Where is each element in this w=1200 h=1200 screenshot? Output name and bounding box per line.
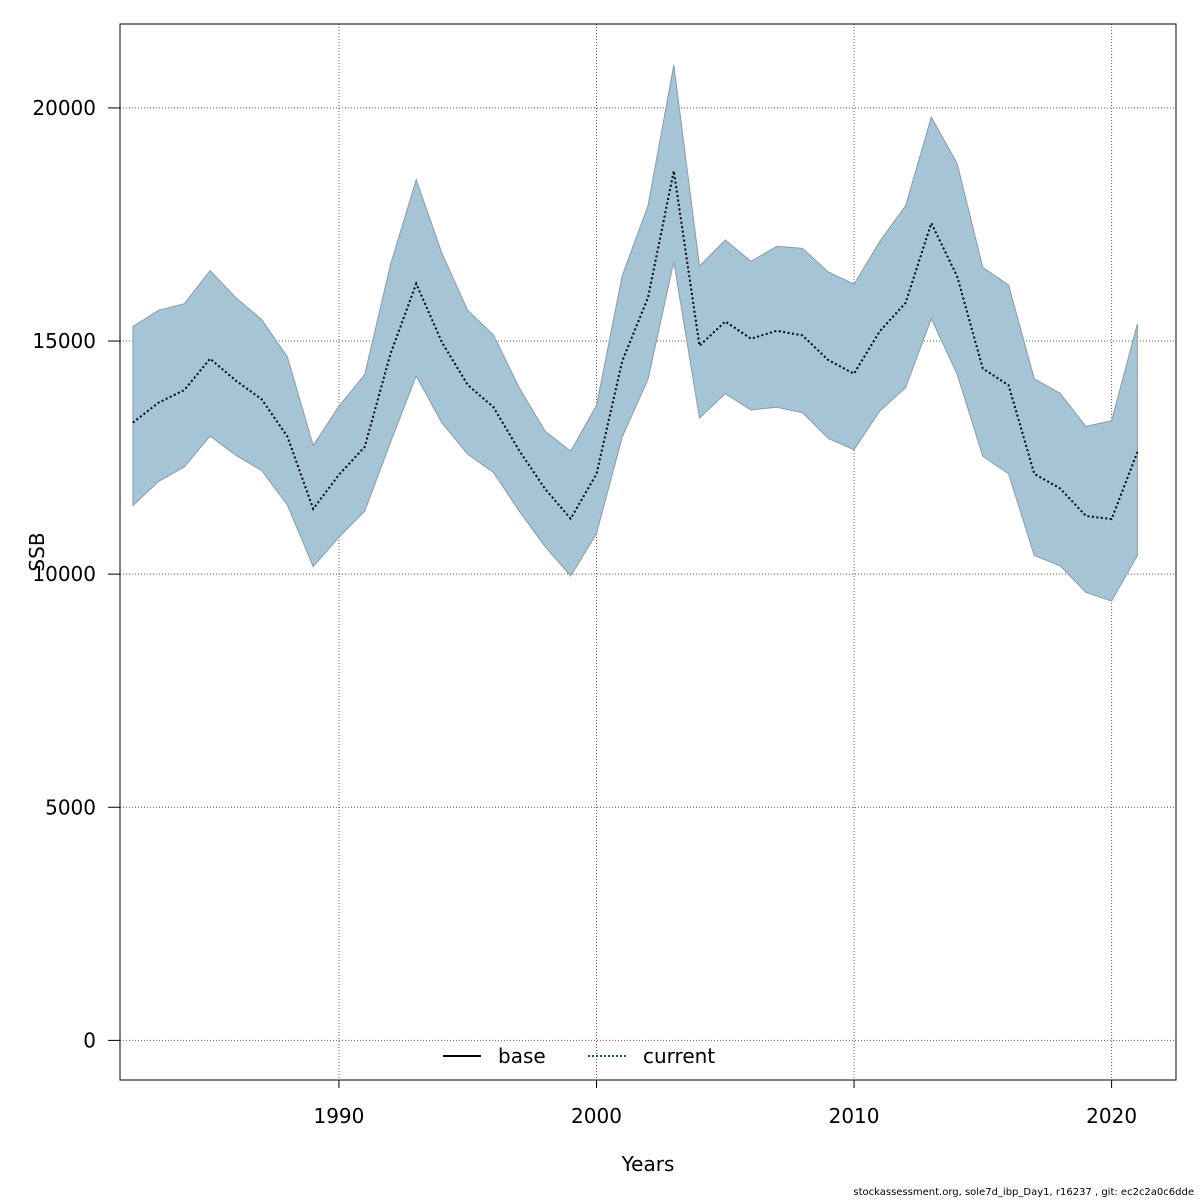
plot-frame <box>119 23 1177 1081</box>
y-tick-label: 20000 <box>32 96 96 120</box>
x-tick-label: 2000 <box>571 1104 622 1128</box>
legend: base current <box>443 1044 715 1068</box>
y-tick-label: 15000 <box>32 329 96 353</box>
x-axis: 1990 2000 2010 2020 <box>313 1080 1137 1128</box>
x-tick-label: 1990 <box>313 1104 364 1128</box>
x-tick-label: 2020 <box>1086 1104 1137 1128</box>
legend-label-current: current <box>643 1044 715 1068</box>
grid <box>120 24 1176 1080</box>
x-axis-label: Years <box>621 1152 675 1176</box>
y-axis: 0 5000 10000 15000 20000 <box>32 96 120 1052</box>
series-line-current <box>132 170 1139 521</box>
y-axis-label: SSB <box>25 532 49 571</box>
legend-label-base: base <box>498 1044 546 1068</box>
y-tick-label: 10000 <box>32 562 96 586</box>
y-tick-label: 5000 <box>45 795 96 819</box>
y-tick-label: 0 <box>83 1028 96 1052</box>
confidence-band <box>132 64 1138 602</box>
x-tick-label: 2010 <box>829 1104 880 1128</box>
footer-caption: stockassessment.org, sole7d_ibp_Day1, r1… <box>853 1187 1194 1198</box>
